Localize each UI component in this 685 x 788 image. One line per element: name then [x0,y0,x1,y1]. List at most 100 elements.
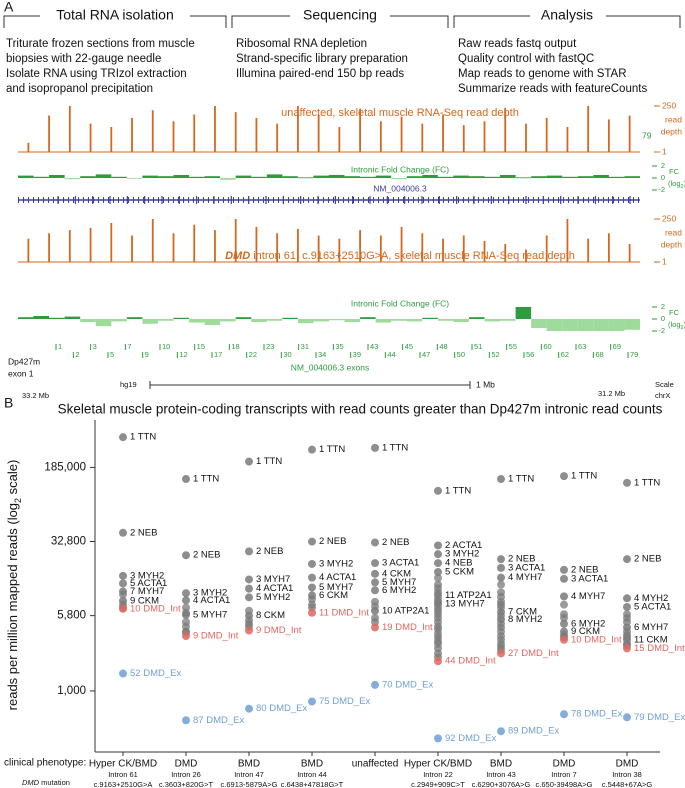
fc-bar [282,317,298,319]
depth-bar [587,106,590,152]
gene-point [245,611,253,620]
gene-point [434,559,442,568]
gene-point [245,457,253,466]
exon-point [371,680,379,689]
section-line: Triturate frozen sections from muscle [6,38,195,50]
bracket-gap [530,8,606,24]
track-title: unaffected, skeletal muscle RNA-Seq read… [281,107,519,119]
exon-label: 60 [543,342,551,351]
gene-point [497,615,505,624]
gene-point [182,589,190,598]
fc-bar [18,175,34,178]
depth-bar [48,233,50,262]
fc-bar [313,319,329,322]
y-tick-label: 32,800 [51,536,86,548]
point-label: 1 TTN [130,432,156,443]
section-line: Ribosomal RNA depletion [236,38,367,50]
depth-bar [400,226,403,262]
gene-point [560,600,568,609]
depth-bar [214,106,216,152]
exon-block [473,196,475,204]
depth-bar [587,238,590,262]
fc-bar [329,175,345,178]
depth-annotation: 79 [642,130,652,140]
gene-point [623,594,631,603]
fc-bar [329,319,345,321]
fc-bar [577,319,594,331]
exon-label: 5 [110,350,114,359]
point-label: 11 CKM [634,634,668,645]
point-label: 2 ACTA1 [445,540,482,551]
point-label: 15 DMD_Int [634,643,685,654]
gene-point [371,578,379,587]
gene-point [434,573,442,582]
section-line: biopsies with 22-gauge needle [6,53,161,65]
exon-label: 23 [266,342,274,351]
mutation-label: c.5448+67A>G [602,780,653,788]
fc-bar [546,175,563,178]
point-label: 3 ACTA1 [382,558,419,569]
gene-point [245,547,253,556]
exon-block [456,196,458,204]
point-label: 4 NEB [445,558,472,569]
isoform-exon: exon 1 [8,368,34,378]
gene-point [497,563,505,572]
fc-bar [80,319,96,322]
fc-bar [468,317,485,319]
fc-bar [266,319,283,321]
intron-label: Intron 47 [234,770,264,779]
depth-tick-label: 1 [662,146,667,156]
track-title: DMD intron 61, c.9163+2510G>A, skeletal … [225,250,575,262]
point-label: 5 MYH7 [319,582,353,593]
fc-label: FC [669,167,680,176]
intron-point [560,635,568,644]
depth-bar [442,238,444,262]
fc-bar [515,177,532,179]
depth-bar [48,115,50,152]
fc-unit: (log2) [668,320,685,331]
gene-point [623,478,631,487]
depth-tick-label: 250 [662,100,676,110]
gene-point [182,475,190,484]
fc-bar [608,319,625,331]
depth-bar [297,106,299,152]
point-label: 10 ATP2A1 [382,605,429,616]
exon-label: 45 [405,342,413,351]
point-label: 5 MYH7 [193,609,227,620]
fc-bar [360,176,376,178]
y-axis-label: reads per million mapped reads (log2 sca… [5,460,23,711]
mutation-label: c.9163+2510G>A [94,780,153,788]
fc-bar [204,319,221,325]
depth-axis-label: depth [661,239,683,249]
exon-block [265,196,267,204]
gene-point [182,596,190,605]
depth-bar [255,226,258,262]
fc-bar [375,175,392,178]
mutation-label: c.6913-5879A>G [221,780,278,788]
section-line: Strand-specific library preparation [236,53,408,65]
coord-right: 31.2 Mb [598,389,625,398]
bracket-gap [290,8,390,24]
gene-point [560,619,568,628]
depth-bar [131,235,133,262]
fc-bar [624,176,640,178]
y-tick-label: 5,800 [57,610,86,622]
point-label: 4 MYH7 [571,591,605,602]
point-label: 10 DMD_Int [571,634,622,645]
depth-bar [151,110,154,152]
depth-bar [525,249,527,262]
depth-bar [89,227,92,262]
exon-block [386,196,388,204]
depth-bar [214,230,216,262]
x-tick-label: Hyper CK/BMD [89,759,157,770]
depth-bar [110,222,113,262]
chart-title: Skeletal muscle protein-coding transcrip… [58,402,663,417]
panel-label: A [4,0,14,15]
y-tick-label: 1,000 [57,685,86,697]
exon-label: 47 [422,350,430,359]
point-label: 8 MYH2 [508,614,542,625]
fc-bar [468,176,485,178]
point-label: 2 NEB [508,554,535,565]
fc-bar [142,175,158,178]
depth-bar [379,235,382,262]
